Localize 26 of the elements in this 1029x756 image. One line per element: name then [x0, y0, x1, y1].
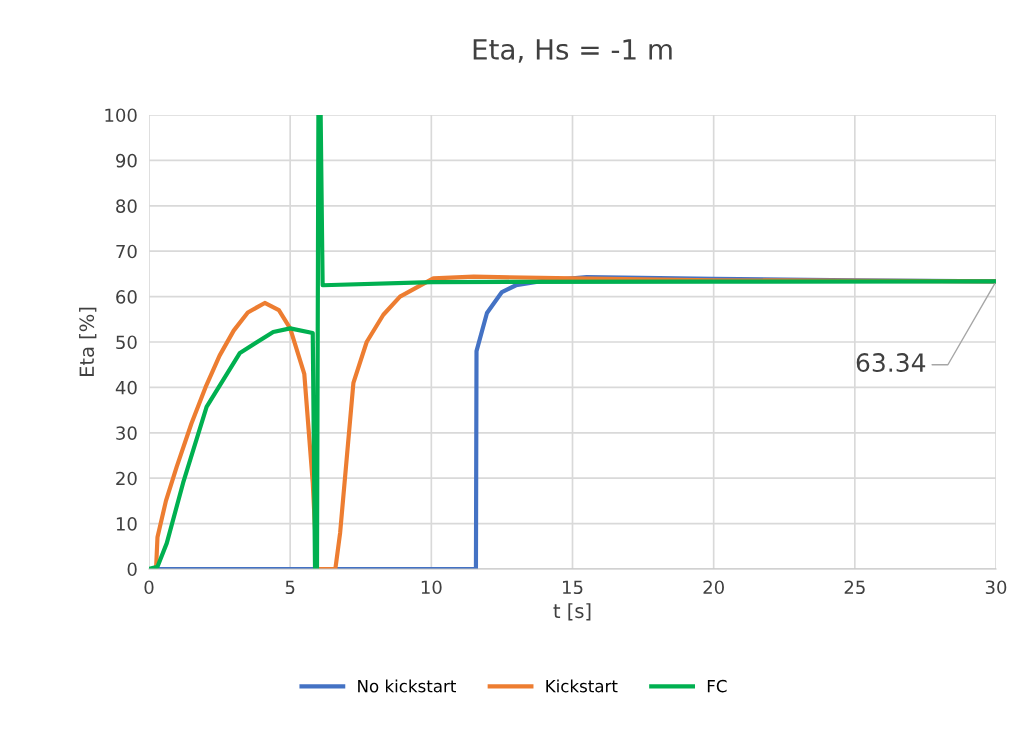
x-tick-label: 5: [285, 580, 295, 595]
y-tick-label: 80: [116, 199, 137, 213]
y-tick-label: 0: [127, 562, 137, 577]
x-tick-label: 25: [844, 580, 865, 595]
annotation: 63.34: [856, 353, 926, 373]
y-tick-label: 10: [116, 517, 137, 531]
x-tick-label: 0: [144, 580, 154, 595]
x-axis-title: t [s]: [553, 603, 591, 621]
x-tick-label: 30: [985, 580, 1007, 595]
legend-label: FC: [707, 679, 727, 693]
y-tick-label: 30: [116, 426, 137, 440]
y-tick-label: 50: [116, 335, 137, 350]
x-tick-label: 15: [563, 580, 583, 595]
y-tick-label: 20: [116, 471, 137, 486]
y-tick-label: 70: [116, 244, 137, 259]
legend-label: No kickstart: [358, 679, 456, 693]
y-tick-label: 60: [116, 290, 137, 304]
x-tick-label: 10: [421, 580, 442, 595]
line-series: [149, 115, 996, 569]
y-tick-label: 100: [105, 108, 137, 123]
x-tick-label: 20: [703, 580, 724, 595]
legend-label: Kickstart: [546, 679, 618, 693]
y-axis-title: Eta [%]: [79, 307, 97, 376]
chart-title: Eta, Hs = -1 m: [473, 39, 672, 63]
y-tick-label: 40: [115, 380, 137, 395]
y-tick-label: 90: [116, 153, 137, 168]
